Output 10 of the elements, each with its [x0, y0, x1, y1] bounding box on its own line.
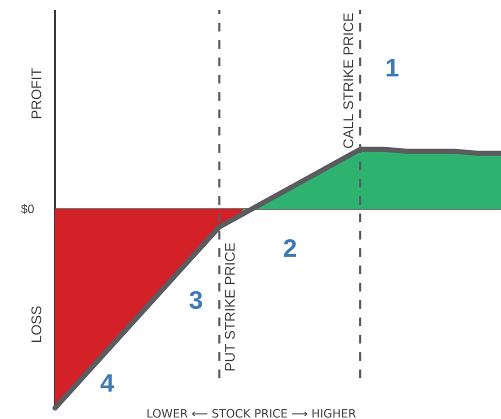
- annotation: 3: [189, 290, 202, 309]
- annotation: PUT STRIKE PRICE: [224, 243, 235, 370]
- x-axis-title: LOWER ⟵ STOCK PRICE ⟶ HIGHER: [148, 408, 356, 418]
- annotation: 4: [100, 374, 114, 392]
- y-axis-title: PROFIT: [31, 68, 42, 118]
- annotation: 2: [284, 239, 296, 257]
- text: LOSS: [31, 306, 42, 342]
- text: CALL STRIKE PRICE: [343, 13, 354, 148]
- text: 1: [386, 59, 399, 76]
- text: $0: [21, 204, 34, 214]
